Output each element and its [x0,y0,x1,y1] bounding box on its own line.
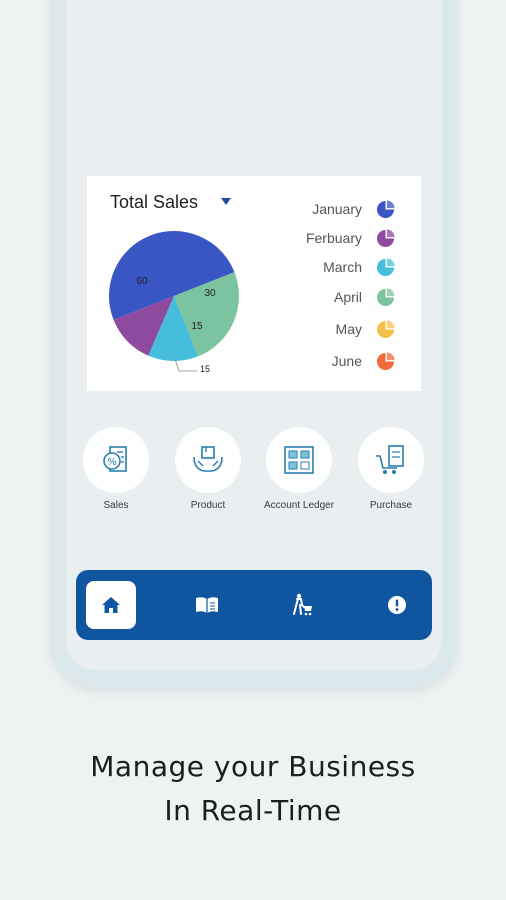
legend-label: March [323,259,362,275]
home-icon [102,597,120,613]
sales-button[interactable]: % [83,427,149,493]
pie-chart-icon [376,287,395,306]
chart-title: Total Sales [110,192,199,212]
legend-label: April [333,289,362,305]
quick-label-product: Product [190,500,226,511]
legend-label: January [312,201,362,217]
book-icon [196,597,218,613]
pie-chart-icon [376,319,395,338]
svg-text:%: % [107,457,117,468]
product-button[interactable] [175,427,241,493]
pie-slice-label-2: 15 [191,321,203,332]
pie-slice-3 [113,296,174,356]
pie-chart-icon [376,257,395,276]
pie-slice-label-3: 15 [200,364,210,374]
caret-down-icon[interactable] [221,198,231,205]
nav-delivery[interactable] [277,581,327,629]
headline-line-2: In Real-Time [164,794,342,827]
purchase-button[interactable] [358,427,424,493]
total-sales-card: Total Sales 60 30 15 15 January Ferbuary Marc… [87,176,421,391]
legend-item-march: March [282,256,395,278]
pie-chart-icon [376,228,395,247]
quick-label-sales: Sales [103,500,129,511]
headline-line-1: Manage your Business [90,750,416,783]
pie-slice-0 [109,231,235,320]
legend-item-may: May [282,318,395,340]
trolley-person-icon [293,593,312,616]
product-box-hands-icon [193,446,223,472]
legend-label: Ferbuary [305,230,362,246]
nav-home[interactable] [86,581,136,629]
pie-slice-label-0: 60 [136,276,148,287]
nav-info[interactable] [372,581,422,629]
legend-item-january: January [282,198,395,220]
pie-slice-label-1: 30 [204,288,216,299]
legend-label: June [331,353,362,369]
pie-chart: 60 30 15 15 [109,231,239,374]
legend-item-june: June [282,350,395,372]
headline: Manage your Business In Real-Time [0,745,506,833]
pie-slice-1 [174,272,239,357]
purchase-cart-icon [376,445,404,474]
quick-label-purchase: Purchase [369,500,413,511]
nav-ledger[interactable] [182,581,232,629]
account-ledger-icon [284,446,314,474]
legend-label: May [335,321,362,337]
sales-receipt-icon: % [103,446,127,472]
alert-icon [388,596,406,614]
pie-chart-icon [376,199,395,218]
legend-item-ferbuary: Ferbuary [282,227,395,249]
account-ledger-button[interactable] [266,427,332,493]
bottom-navigation [76,570,432,640]
pie-slice-2 [148,296,198,361]
quick-label-account-ledger: Account Ledger [263,500,335,511]
pie-leader-line [174,358,197,372]
pie-chart-icon [376,351,395,370]
legend-item-april: April [282,286,395,308]
